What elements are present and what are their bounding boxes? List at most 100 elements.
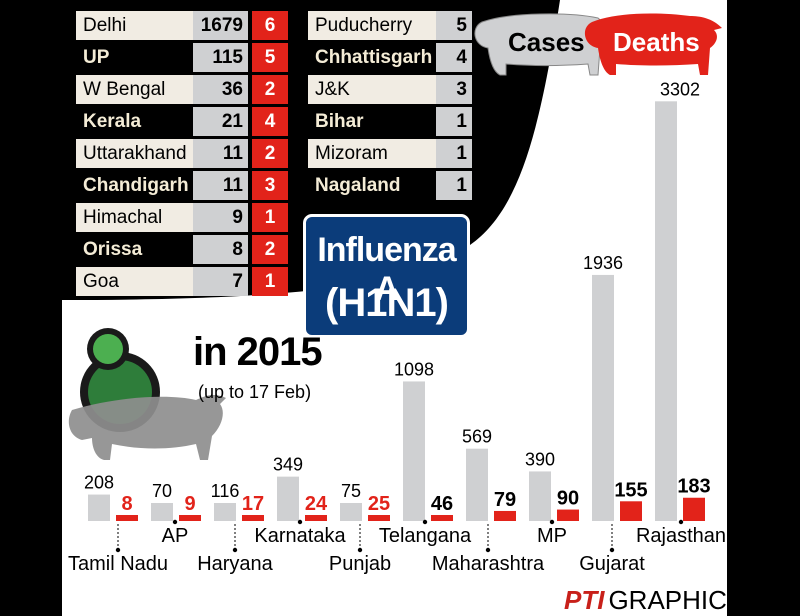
year-label: in 2015 bbox=[193, 330, 323, 374]
category-label: MP bbox=[537, 525, 567, 547]
data-label-cases: 75 bbox=[341, 481, 361, 501]
data-label-deaths: 155 bbox=[614, 479, 647, 501]
table-cell-deaths: 1 bbox=[252, 267, 288, 296]
bar-cases bbox=[655, 101, 677, 522]
table-cell-cases: 5 bbox=[436, 11, 472, 40]
data-label-deaths: 90 bbox=[557, 488, 579, 510]
table-cell-state: Nagaland bbox=[315, 175, 401, 196]
data-label-deaths: 8 bbox=[121, 493, 132, 515]
data-label-deaths: 17 bbox=[242, 493, 264, 515]
table-cell-deaths: 6 bbox=[252, 11, 288, 40]
data-label-deaths: 25 bbox=[368, 493, 390, 515]
table-cell-cases: 36 bbox=[193, 75, 248, 104]
table-cell-deaths: 2 bbox=[252, 139, 288, 168]
data-label-cases: 116 bbox=[211, 481, 240, 501]
category-label: Gujarat bbox=[579, 553, 645, 575]
data-label-cases: 569 bbox=[462, 427, 492, 447]
table-cell-deaths: 4 bbox=[252, 107, 288, 136]
table-cell-cases: 21 bbox=[193, 107, 248, 136]
category-label: Haryana bbox=[197, 553, 273, 575]
table-cell-cases: 115 bbox=[193, 43, 248, 72]
credit-logo: PTI bbox=[564, 585, 605, 615]
data-label-deaths: 79 bbox=[494, 489, 516, 511]
table-cell-cases: 7 bbox=[193, 267, 248, 296]
table-cell-state: W Bengal bbox=[76, 75, 193, 104]
bar-deaths bbox=[431, 515, 453, 521]
tick-dot bbox=[297, 519, 303, 525]
tick-dot bbox=[485, 547, 491, 553]
table-cell-state: Chandigarh bbox=[83, 175, 189, 196]
table-cell-cases: 3 bbox=[436, 75, 472, 104]
bar-deaths bbox=[494, 510, 516, 521]
table-cell-state: Chhattisgarh bbox=[315, 47, 433, 68]
table-cell-deaths: 2 bbox=[252, 235, 288, 264]
category-label: Maharashtra bbox=[432, 553, 545, 575]
data-label-cases: 3302 bbox=[660, 79, 700, 99]
bar-deaths bbox=[242, 515, 264, 521]
table-cell-deaths: 2 bbox=[252, 75, 288, 104]
bar-cases bbox=[592, 274, 614, 521]
pig-icon-cases bbox=[474, 13, 605, 76]
table-cell-cases: 1 bbox=[436, 107, 472, 136]
tick-dot bbox=[422, 519, 428, 525]
data-label-cases: 1098 bbox=[394, 359, 434, 379]
table-cell-deaths: 3 bbox=[252, 171, 288, 200]
table-cell-cases: 11 bbox=[193, 139, 248, 168]
category-label: Telangana bbox=[379, 525, 472, 547]
tick-dot bbox=[232, 547, 238, 553]
title-line-1: Influenza A bbox=[317, 231, 456, 308]
table-cell-state: Goa bbox=[76, 267, 193, 296]
virus-small-inner bbox=[93, 334, 123, 364]
table-cell-state: Himachal bbox=[76, 203, 193, 232]
title-box: Influenza A (H1N1) bbox=[303, 214, 470, 338]
category-label: Punjab bbox=[329, 553, 391, 575]
data-label-deaths: 9 bbox=[184, 493, 195, 515]
data-label-deaths: 183 bbox=[677, 476, 710, 498]
table-cell-cases: 11 bbox=[193, 171, 248, 200]
table-cell-state: Uttarakhand bbox=[76, 139, 193, 168]
table-cell-cases: 1679 bbox=[193, 11, 248, 40]
tick-dot bbox=[549, 519, 555, 525]
bar-deaths bbox=[179, 515, 201, 521]
credit: PTI GRAPHICS bbox=[564, 585, 744, 616]
bar-deaths bbox=[620, 501, 642, 521]
tick-dot bbox=[357, 547, 363, 553]
category-label: Karnataka bbox=[254, 525, 346, 547]
bar-cases bbox=[529, 471, 551, 521]
category-label: AP bbox=[162, 525, 189, 547]
data-label-deaths: 46 bbox=[431, 493, 453, 515]
table-cell-cases: 1 bbox=[436, 171, 472, 200]
period-label: (up to 17 Feb) bbox=[198, 382, 312, 402]
pig-icon-illustration bbox=[68, 394, 226, 460]
data-label-cases: 349 bbox=[273, 455, 303, 475]
bar-cases bbox=[88, 494, 110, 521]
category-label: Tamil Nadu bbox=[68, 553, 168, 575]
bar-deaths bbox=[305, 515, 327, 521]
credit-text: GRAPHICS bbox=[608, 585, 745, 615]
pig-icon-deaths bbox=[584, 13, 722, 75]
bar-cases bbox=[466, 448, 488, 521]
data-label-deaths: 24 bbox=[305, 493, 328, 515]
bar-deaths bbox=[683, 497, 705, 521]
data-label-cases: 390 bbox=[525, 449, 555, 469]
data-label-cases: 208 bbox=[84, 473, 114, 493]
title-line-2: (H1N1) bbox=[325, 281, 449, 325]
table-cell-state: Orissa bbox=[83, 239, 143, 260]
legend-cases: Cases bbox=[508, 27, 585, 57]
bar-deaths bbox=[116, 515, 138, 521]
table-cell-state: Bihar bbox=[315, 111, 364, 132]
data-label-cases: 70 bbox=[152, 481, 172, 501]
tick-dot bbox=[609, 547, 615, 553]
bar-deaths bbox=[557, 509, 579, 521]
table-cell-state: Delhi bbox=[76, 11, 193, 40]
legend-deaths: Deaths bbox=[613, 27, 700, 57]
tick-dot bbox=[678, 519, 684, 525]
bar-cases bbox=[214, 503, 236, 521]
table-cell-state: J&K bbox=[308, 75, 436, 104]
table-cell-state: Mizoram bbox=[308, 139, 436, 168]
table-cell-cases: 1 bbox=[436, 139, 472, 168]
bar-cases bbox=[403, 381, 425, 521]
table-cell-state: UP bbox=[83, 47, 110, 68]
bar-cases bbox=[151, 503, 173, 521]
table-cell-state: Puducherry bbox=[308, 11, 436, 40]
